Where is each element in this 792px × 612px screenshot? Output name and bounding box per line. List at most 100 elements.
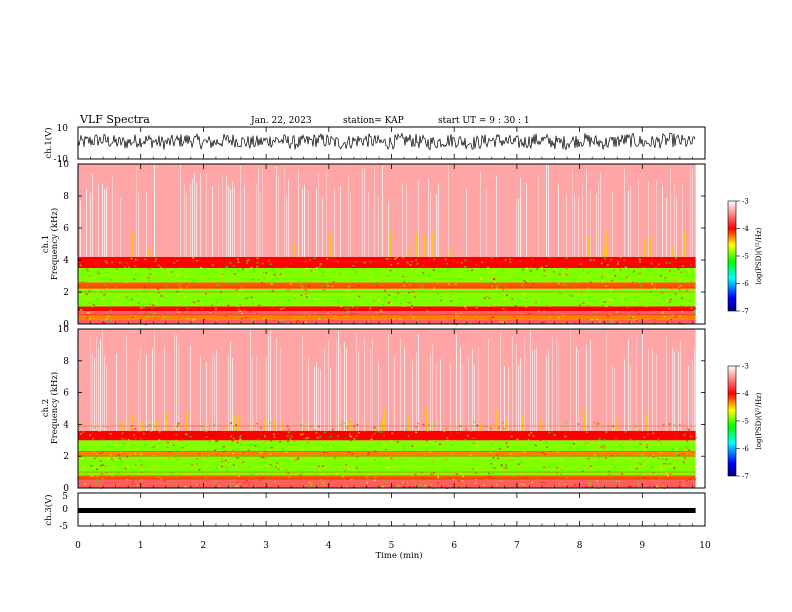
ch1-spectrogram-streak xyxy=(402,182,403,257)
ch2-spectrogram-speckle xyxy=(580,469,583,472)
ch1-spectrogram-speckle xyxy=(680,297,683,300)
ch2-spectrogram-speckle xyxy=(327,444,329,447)
ch2-spectrogram-speckle xyxy=(456,427,459,429)
ch1-spectrogram-speckle xyxy=(565,274,568,276)
ch1-spectrogram-speckle xyxy=(603,301,606,303)
ch1-spectrogram-speckle xyxy=(525,267,528,269)
ch2-spectrogram-speckle xyxy=(105,471,108,474)
ch1-spectrogram-streak xyxy=(436,194,437,257)
ch2-spectrogram-speckle xyxy=(119,423,122,426)
ch2-spectrogram-speckle xyxy=(607,470,610,473)
ch2-spectrogram-speckle xyxy=(546,457,549,459)
ch2-spectrogram-speckle xyxy=(93,424,96,426)
ch1-spectrogram-speckle xyxy=(669,314,672,317)
ch1-spectrogram-speckle xyxy=(147,267,150,270)
ch1-spectrogram-speckle xyxy=(457,264,460,267)
ch1-spectrogram-speckle xyxy=(327,312,329,314)
ch2-spectrogram-speckle xyxy=(163,479,166,482)
ch2-spectrogram-speckle xyxy=(204,477,207,479)
ch1-spectrogram-speckle xyxy=(455,313,458,315)
ch1-spectrogram-burst xyxy=(450,249,451,257)
ch1-spectrogram-speckle xyxy=(614,275,617,277)
ch1-spectrogram-speckle xyxy=(446,270,449,272)
ch1-spectrogram-speckle xyxy=(354,305,357,307)
ch1-spectrogram-speckle xyxy=(663,316,666,318)
ch1-spectrogram-speckle xyxy=(460,312,463,314)
ch1-spectrogram-speckle xyxy=(433,287,436,289)
ch2-spectrogram-streak xyxy=(336,338,337,431)
ch1-spectrogram-speckle xyxy=(377,296,380,298)
ch1-spectrogram-speckle xyxy=(287,289,289,291)
ch2-spectrogram-speckle xyxy=(425,448,428,450)
ch1-spectrogram-streak xyxy=(190,183,191,257)
ch2-spectrogram-speckle xyxy=(642,461,645,463)
ch1-spectrogram-speckle xyxy=(101,267,104,270)
ch2-spectrogram-speckle xyxy=(122,442,125,445)
ch1-spectrogram-streak xyxy=(448,165,449,257)
ch1-spectrogram-speckle xyxy=(305,296,308,298)
ch2-spectrogram-speckle xyxy=(632,448,635,451)
ch1-spectrogram-speckle xyxy=(109,279,112,281)
ch1-spectrogram-speckle xyxy=(133,315,136,317)
ch1-spectrogram-speckle xyxy=(668,270,671,272)
ch1-spectrogram-speckle xyxy=(97,270,100,272)
ch1-spectrogram-speckle xyxy=(521,284,524,287)
ch2-spectrogram-speckle xyxy=(685,452,688,455)
ch2-spectrogram-speckle xyxy=(624,467,627,469)
ch2-spectrogram-streak xyxy=(468,357,469,431)
ch2-spectrogram-speckle xyxy=(293,440,296,442)
ch2-spectrogram-streak xyxy=(330,368,331,431)
ch1-spectrogram-speckle xyxy=(293,297,296,300)
ch1-spectrogram-speckle xyxy=(610,289,613,291)
ch1-spectrogram-burst xyxy=(672,248,673,257)
ch2-spectrogram-speckle xyxy=(168,451,171,453)
ch1-spectrogram-speckle xyxy=(239,304,242,306)
ch2-spectrogram-streak xyxy=(206,361,207,431)
ch2-spectrogram-burst xyxy=(238,416,239,431)
ch2-spectrogram-speckle xyxy=(430,427,433,430)
ch2-spectrogram-streak xyxy=(504,366,505,431)
ch1-spectrogram-streak xyxy=(364,168,365,257)
ch2-spectrogram-streak xyxy=(138,359,139,431)
ch1-spectrogram-speckle xyxy=(86,270,89,272)
ch1-spectrogram-streak xyxy=(368,191,369,257)
ch2-spectrogram-burst xyxy=(584,409,585,431)
ch1-spectrogram-burst xyxy=(604,246,605,257)
ch1-spectrogram-speckle xyxy=(291,319,294,322)
ch1-spectrogram-speckle xyxy=(104,284,107,286)
ch1-spectrogram-speckle xyxy=(229,262,232,264)
ch1-spectrogram-speckle xyxy=(482,311,485,314)
ch2-spectrogram-streak xyxy=(578,350,579,431)
ch1-spectrogram-speckle xyxy=(486,281,489,284)
ch2-spectrogram-streak xyxy=(152,348,153,431)
ch2-spectrogram-speckle xyxy=(118,457,121,459)
ch1-spectrogram-speckle xyxy=(203,279,206,281)
ch1-spectrogram-speckle xyxy=(256,257,259,260)
ch1-spectrogram-speckle xyxy=(337,268,340,271)
ch1-spectrogram-burst xyxy=(644,239,645,257)
ch2-spectrogram-speckle xyxy=(277,458,280,460)
ch2-spectrogram-speckle xyxy=(318,465,320,468)
ch2-spectrogram-speckle xyxy=(562,482,565,484)
ch1-spectrogram-speckle xyxy=(530,318,533,321)
ch2-spectrogram-speckle xyxy=(450,433,453,435)
ch1-spectrogram-speckle xyxy=(513,305,515,307)
ch1-spectrogram-speckle xyxy=(334,317,337,320)
ch1-spectrogram-speckle xyxy=(337,301,340,304)
ch2-spectrogram-speckle xyxy=(302,427,305,430)
ch2-spectrogram-speckle xyxy=(430,473,433,476)
ch2-spectrogram-speckle xyxy=(329,480,332,482)
ch2-spectrogram-speckle xyxy=(499,447,502,450)
ch1-spectrogram-speckle xyxy=(471,312,474,315)
ch1-spectrogram-speckle xyxy=(363,268,366,271)
ch2-spectrogram-streak xyxy=(276,337,277,431)
ch2-spectrogram-speckle xyxy=(367,448,370,450)
ch2-spectrogram-speckle xyxy=(100,487,103,490)
ch2-spectrogram-speckle xyxy=(665,458,668,461)
ch1-spectrogram-speckle xyxy=(344,307,347,310)
ch1-spectrogram-streak xyxy=(526,183,527,257)
ch1-spectrogram-speckle xyxy=(403,305,406,307)
ch1-spectrogram-speckle xyxy=(519,260,522,262)
ch1-spectrogram-streak xyxy=(234,185,235,257)
ch2-spectrogram-speckle xyxy=(584,442,587,445)
